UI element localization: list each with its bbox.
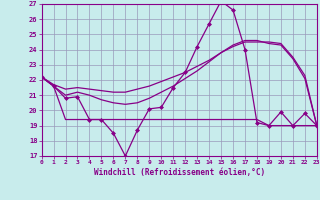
X-axis label: Windchill (Refroidissement éolien,°C): Windchill (Refroidissement éolien,°C): [94, 168, 265, 177]
